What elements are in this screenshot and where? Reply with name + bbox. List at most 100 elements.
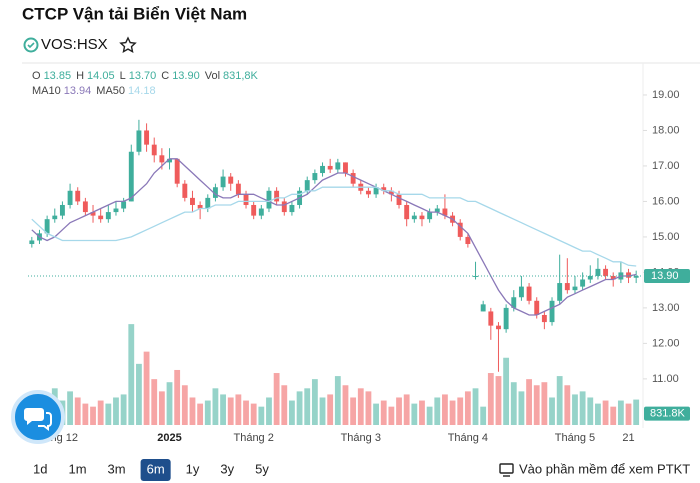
- y-tick-label: 18.00: [652, 124, 680, 136]
- last-volume-label: 831.8K: [650, 407, 686, 419]
- candle-body: [488, 311, 494, 326]
- candle-body: [67, 190, 73, 205]
- range-button-label[interactable]: 1m: [68, 461, 86, 476]
- volume-bar: [90, 406, 96, 425]
- volume-bar: [304, 388, 311, 425]
- volume-bar: [541, 382, 548, 425]
- volume-bar: [289, 400, 295, 425]
- range-button-label[interactable]: 1y: [186, 461, 200, 476]
- x-tick-label: Tháng 5: [555, 432, 595, 444]
- candle-body: [511, 297, 517, 308]
- volume-bar: [403, 394, 410, 425]
- candle-body: [320, 165, 325, 174]
- candle-body: [595, 268, 601, 276]
- y-tick-label: 12.00: [652, 337, 680, 349]
- ma-line: [31, 158, 637, 316]
- candle-body: [480, 304, 486, 312]
- volume-bar: [457, 397, 464, 425]
- candle-body: [44, 219, 50, 234]
- volume-bar: [419, 400, 425, 425]
- volume-bar: [220, 394, 226, 425]
- footer-link[interactable]: Vào phần mềm để xem PTKT: [519, 461, 690, 476]
- legend-value: 13.70: [129, 70, 157, 82]
- last-volume-tag: [644, 406, 690, 421]
- legend-label: Vol: [205, 70, 220, 82]
- volume-bar: [74, 397, 81, 425]
- volume-bar: [503, 357, 510, 425]
- range-button-bg: [140, 459, 171, 481]
- range-button[interactable]: 3y: [214, 459, 240, 481]
- candle-body: [167, 158, 172, 163]
- volume-bar: [549, 397, 555, 425]
- volume-bar: [334, 376, 341, 425]
- candle-body: [580, 279, 586, 287]
- y-tick-label: 15.00: [652, 231, 680, 243]
- ma-legend-label: MA50: [96, 85, 125, 97]
- candle-body: [526, 286, 532, 301]
- candle-body: [518, 286, 524, 298]
- range-button[interactable]: 1d: [27, 459, 53, 481]
- volume-bar: [204, 400, 211, 425]
- range-button[interactable]: 1y: [180, 459, 206, 481]
- candle-body: [434, 208, 440, 213]
- volume-bar: [296, 391, 303, 425]
- legend-label: L: [120, 70, 126, 82]
- candle-body: [335, 162, 341, 170]
- volume-bar: [617, 400, 624, 425]
- volume-bar: [350, 397, 357, 425]
- volume-bar: [388, 406, 395, 425]
- range-button-label[interactable]: 1d: [33, 461, 47, 476]
- candle-body: [197, 204, 203, 209]
- volume-bar: [342, 385, 349, 425]
- volume-bar: [105, 403, 112, 425]
- favorite-star[interactable]: [119, 36, 137, 53]
- x-tick-label: 2025: [157, 432, 181, 444]
- volume-bar: [396, 397, 402, 425]
- candle-body: [105, 212, 111, 220]
- x-tick-label: Tháng 4: [448, 432, 488, 444]
- candle-body: [419, 215, 425, 220]
- candle-body: [411, 215, 417, 220]
- range-button[interactable]: 5y: [249, 459, 275, 481]
- candle-body: [182, 183, 188, 198]
- candle-body: [281, 201, 287, 213]
- volume-bar: [143, 351, 150, 425]
- volume-bar: [426, 406, 433, 425]
- candle-body: [289, 204, 295, 213]
- range-button[interactable]: 6m: [140, 459, 171, 481]
- legend-label: C: [161, 70, 169, 82]
- legend-label: H: [76, 70, 84, 82]
- y-tick-label: 13.00: [652, 302, 680, 314]
- volume-bar: [472, 388, 479, 425]
- range-button[interactable]: 3m: [102, 459, 132, 481]
- last-price-label: 13.90: [651, 270, 679, 282]
- volume-bar: [602, 400, 609, 425]
- volume-bar: [97, 400, 104, 425]
- range-button-label[interactable]: 6m: [147, 461, 165, 476]
- candle-body: [151, 144, 157, 156]
- candle-body: [626, 272, 631, 278]
- volume-bar: [579, 391, 586, 425]
- candle-body: [29, 240, 35, 245]
- candle-body: [113, 208, 119, 213]
- volume-bar: [327, 394, 334, 425]
- volume-bar: [442, 394, 448, 425]
- range-button-label[interactable]: 3m: [108, 461, 126, 476]
- candle-body: [503, 307, 509, 330]
- volume-bar: [243, 400, 249, 425]
- candle-body: [427, 212, 433, 220]
- chat-button[interactable]: [11, 390, 65, 444]
- candle-body: [205, 197, 211, 209]
- volume-bar: [258, 406, 265, 425]
- range-button-label[interactable]: 5y: [255, 461, 269, 476]
- volume-bar: [495, 376, 502, 425]
- volume-bar: [625, 403, 632, 425]
- volume-bar: [281, 385, 288, 425]
- candle-body: [235, 183, 241, 195]
- volume-bar: [250, 403, 257, 425]
- volume-bar: [235, 394, 242, 425]
- range-button-label[interactable]: 3y: [220, 461, 234, 476]
- range-button[interactable]: 1m: [62, 459, 92, 481]
- volume-bar: [434, 397, 441, 425]
